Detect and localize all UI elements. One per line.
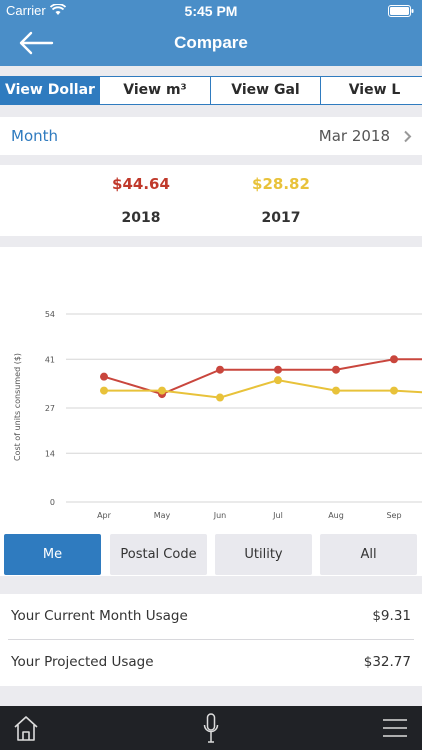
data-point <box>100 372 108 381</box>
home-icon[interactable] <box>12 714 40 742</box>
usage-label: Your Current Month Usage <box>11 608 188 624</box>
usage-value: $9.31 <box>372 608 411 624</box>
data-point <box>332 365 340 374</box>
x-tick-label: Jun <box>213 511 227 520</box>
data-point <box>100 386 108 395</box>
compare-me-button[interactable]: Me <box>4 534 101 575</box>
wifi-icon <box>50 4 66 15</box>
total-amount: $28.82 <box>252 175 310 193</box>
compare-utility-button[interactable]: Utility <box>215 534 312 575</box>
usage-chart: 014274154AprMayJunJulAugSepOct Cost of u… <box>0 247 422 525</box>
compare-filter-bar: Me Postal Code Utility All <box>0 534 422 576</box>
menu-icon[interactable] <box>382 718 408 738</box>
data-point <box>274 365 282 374</box>
current-month-usage-row: Your Current Month Usage $9.31 <box>0 594 422 640</box>
section-gap <box>0 686 422 706</box>
page-title: Compare <box>174 33 248 52</box>
bottom-tab-bar <box>0 706 422 750</box>
data-point <box>390 386 398 395</box>
app-header: Carrier 5:45 PM Compare <box>0 0 422 66</box>
data-point <box>158 386 166 395</box>
chevron-right-icon <box>404 130 412 143</box>
usage-label: Your Projected Usage <box>11 654 154 670</box>
tab-view-dollar[interactable]: View Dollar <box>1 77 100 104</box>
line-chart: 014274154AprMayJunJulAugSepOct Cost of u… <box>13 310 422 520</box>
compare-postal-code-button[interactable]: Postal Code <box>110 534 207 575</box>
y-tick-label: 54 <box>45 310 55 319</box>
data-point <box>390 355 398 364</box>
unit-tab-bar: View Dollar View m³ View Gal View L <box>0 76 422 105</box>
tab-view-liters[interactable]: View L <box>321 77 422 104</box>
x-tick-label: Sep <box>386 511 401 520</box>
section-gap <box>0 105 422 117</box>
data-point <box>332 386 340 395</box>
year-totals: $44.64 2018 $28.82 2017 <box>0 165 422 236</box>
back-arrow-icon[interactable] <box>18 30 54 56</box>
series-line <box>103 358 422 396</box>
carrier-label: Carrier <box>6 3 46 18</box>
data-point <box>216 393 224 402</box>
data-point <box>274 376 282 385</box>
data-point <box>216 365 224 374</box>
y-tick-label: 41 <box>45 355 55 364</box>
microphone-icon[interactable] <box>203 712 219 744</box>
battery-icon <box>388 5 414 17</box>
divider <box>8 639 414 640</box>
section-gap <box>0 66 422 76</box>
chart-labels: 014274154AprMayJunJulAugSepOct <box>45 310 402 520</box>
usage-value: $32.77 <box>363 654 411 670</box>
usage-summary: Your Current Month Usage $9.31 Your Proj… <box>0 594 422 686</box>
total-year: 2018 <box>121 210 161 226</box>
x-tick-label: Jul <box>272 511 283 520</box>
series-line <box>104 379 422 399</box>
month-value: Mar 2018 <box>318 127 390 145</box>
x-tick-label: Apr <box>97 511 112 520</box>
section-gap <box>0 525 422 534</box>
total-2017: $28.82 2017 <box>231 165 331 226</box>
x-tick-label: May <box>154 511 171 520</box>
y-axis-title: Cost of units consumed ($) <box>13 353 22 461</box>
status-time: 5:45 PM <box>184 3 238 19</box>
section-gap <box>0 155 422 165</box>
section-gap <box>0 576 422 594</box>
status-bar: Carrier 5:45 PM <box>0 0 422 22</box>
projected-usage-row: Your Projected Usage $32.77 <box>0 640 422 686</box>
y-tick-label: 14 <box>45 449 55 458</box>
compare-all-button[interactable]: All <box>320 534 417 575</box>
chart-grid <box>66 313 422 503</box>
month-selector[interactable]: Month Mar 2018 <box>0 117 422 155</box>
x-tick-label: Aug <box>328 511 344 520</box>
total-amount: $44.64 <box>112 175 170 193</box>
y-tick-label: 0 <box>50 498 55 507</box>
total-year: 2017 <box>261 210 301 226</box>
y-tick-label: 27 <box>45 404 55 413</box>
tab-view-cubic-meters[interactable]: View m³ <box>100 77 211 104</box>
section-gap <box>0 236 422 247</box>
chart-series <box>100 355 422 402</box>
month-label: Month <box>11 127 59 145</box>
tab-view-gallons[interactable]: View Gal <box>211 77 321 104</box>
total-2018: $44.64 2018 <box>91 165 191 226</box>
